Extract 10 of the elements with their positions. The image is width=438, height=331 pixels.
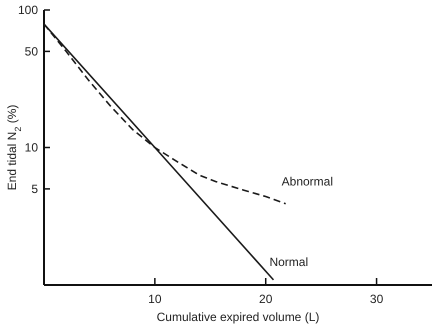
x-tick-label: 20	[259, 292, 273, 306]
y-tick-label: 100	[18, 3, 38, 18]
series-label: Abnormal	[282, 174, 334, 189]
x-tick-label: 30	[370, 292, 384, 306]
y-tick-label: 5	[31, 182, 38, 196]
y-tick-label: 10	[24, 140, 38, 155]
y-tick-label: 50	[24, 44, 38, 59]
series-label: Normal	[269, 254, 308, 269]
x-tick-label: 10	[148, 292, 162, 306]
x-axis-title: Cumulative expired volume (L)	[156, 310, 320, 324]
